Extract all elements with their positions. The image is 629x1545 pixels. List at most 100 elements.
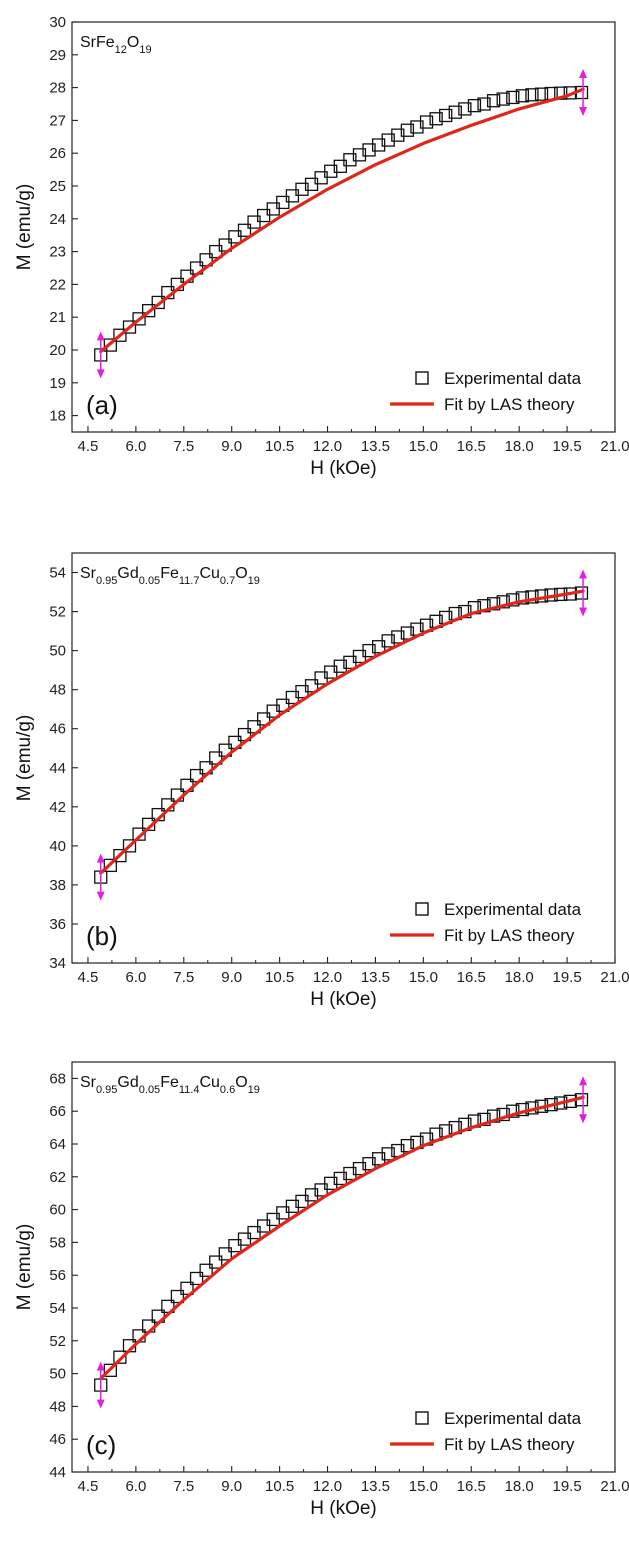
x-tick-label: 21.0 bbox=[600, 969, 629, 986]
data-point-marker bbox=[429, 112, 443, 126]
error-arrow-head bbox=[96, 331, 105, 341]
y-tick-label: 40 bbox=[49, 838, 66, 855]
y-tick-label: 54 bbox=[49, 565, 66, 582]
x-tick-label: 13.5 bbox=[361, 969, 390, 986]
compound-part: Sr bbox=[80, 565, 97, 582]
y-tick-label: 52 bbox=[49, 1333, 66, 1350]
data-point-marker bbox=[113, 1350, 127, 1364]
x-tick-label: 15.0 bbox=[409, 438, 438, 455]
data-point-marker bbox=[256, 712, 271, 726]
data-point-marker bbox=[189, 1271, 204, 1286]
legend-label-experimental: Experimental data bbox=[444, 369, 582, 388]
x-tick-label: 18.0 bbox=[505, 1478, 534, 1495]
x-tick-label: 4.5 bbox=[78, 1478, 99, 1495]
compound-part: Gd bbox=[117, 1074, 138, 1091]
legend-marker-experimental bbox=[415, 902, 429, 916]
compound-subscript: 12 bbox=[115, 44, 127, 56]
y-tick-label: 27 bbox=[49, 112, 66, 129]
data-point-marker bbox=[103, 858, 117, 873]
y-tick-label: 60 bbox=[49, 1202, 66, 1219]
y-tick-label: 34 bbox=[49, 955, 66, 972]
y-tick-label: 42 bbox=[49, 799, 66, 816]
data-point-marker bbox=[362, 143, 376, 157]
x-tick-label: 19.5 bbox=[552, 1478, 581, 1495]
x-tick-label: 16.5 bbox=[457, 969, 486, 986]
compound-part: Fe bbox=[160, 1074, 179, 1091]
data-point-marker bbox=[371, 138, 386, 152]
y-tick-label: 52 bbox=[49, 604, 66, 621]
data-point-marker bbox=[362, 643, 376, 658]
data-point-marker bbox=[209, 1255, 223, 1269]
x-tick-label: 9.0 bbox=[221, 438, 242, 455]
panel-b: 4.5 6.0 7.5 9.0 10.5 12.0 13.5 15.0 16.5 18.0 19.5… bbox=[14, 552, 629, 1010]
y-tick-label: 20 bbox=[49, 342, 66, 359]
y-tick-label: 54 bbox=[49, 1300, 66, 1317]
data-point-marker bbox=[400, 123, 415, 137]
compound-part: Sr bbox=[80, 1074, 97, 1091]
x-tick-label: 10.5 bbox=[265, 1478, 294, 1495]
compound-part: Cu bbox=[199, 1074, 219, 1091]
y-tick-label: 44 bbox=[49, 760, 66, 777]
compound-subscript: 19 bbox=[139, 44, 151, 56]
compound-label: SrFe12O19 bbox=[80, 34, 152, 56]
data-point-marker bbox=[304, 1188, 319, 1202]
y-tick-label: 44 bbox=[49, 1464, 66, 1481]
x-tick-label: 4.5 bbox=[78, 438, 99, 455]
data-point-marker bbox=[324, 164, 338, 178]
x-axis-title: H (kOe) bbox=[310, 989, 377, 1010]
y-axis-title: M (emu/g) bbox=[14, 1224, 35, 1311]
data-point-marker bbox=[496, 595, 510, 609]
x-tick-label: 7.5 bbox=[173, 438, 194, 455]
data-point-marker bbox=[506, 593, 520, 607]
legend-label-experimental: Experimental data bbox=[444, 1409, 582, 1428]
data-point-marker bbox=[333, 659, 347, 673]
data-point-marker bbox=[113, 328, 127, 342]
y-tick-label: 58 bbox=[49, 1234, 66, 1251]
x-tick-label: 16.5 bbox=[457, 1478, 486, 1495]
data-point-marker bbox=[237, 223, 252, 237]
data-point-marker bbox=[285, 1199, 300, 1213]
data-point-marker bbox=[122, 320, 137, 334]
data-point-marker bbox=[467, 98, 482, 113]
error-arrow-head bbox=[96, 369, 105, 379]
x-tick-label: 10.5 bbox=[265, 969, 294, 986]
plot-frame bbox=[71, 1061, 616, 1473]
x-tick-label: 15.0 bbox=[409, 969, 438, 986]
panel-a: 4.5 6.0 7.5 9.0 10.5 12.0 13.5 15.0 16.5 18.0 19.5… bbox=[14, 14, 629, 479]
x-tick-label: 13.5 bbox=[361, 438, 390, 455]
compound-subscript: 11.4 bbox=[179, 1084, 200, 1096]
legend-label-experimental: Experimental data bbox=[444, 900, 582, 919]
data-point-marker bbox=[362, 1157, 376, 1171]
y-tick-label: 23 bbox=[49, 244, 66, 261]
data-point-marker bbox=[161, 1299, 175, 1314]
data-point-marker bbox=[352, 1161, 367, 1176]
data-point-marker bbox=[391, 630, 405, 644]
error-arrow-head bbox=[96, 1399, 105, 1409]
legend-marker-experimental bbox=[415, 1411, 429, 1425]
y-tick-label: 48 bbox=[49, 682, 66, 699]
x-tick-label: 4.5 bbox=[78, 969, 99, 986]
y-tick-label: 48 bbox=[49, 1398, 66, 1415]
compound-subscript: 11.7 bbox=[179, 575, 200, 587]
y-tick-label: 21 bbox=[49, 309, 66, 326]
data-point-marker bbox=[142, 303, 156, 318]
y-tick-label: 26 bbox=[49, 145, 66, 162]
data-point-marker bbox=[295, 182, 309, 196]
y-tick-label: 36 bbox=[49, 916, 66, 933]
y-tick-label: 19 bbox=[49, 375, 66, 392]
data-point-marker bbox=[448, 105, 462, 119]
x-tick-label: 13.5 bbox=[361, 1478, 390, 1495]
error-arrow-head bbox=[579, 1076, 588, 1086]
x-tick-label: 18.0 bbox=[505, 438, 534, 455]
data-point-marker bbox=[486, 597, 501, 611]
data-point-marker bbox=[132, 827, 146, 841]
compound-part: Cu bbox=[199, 565, 219, 582]
data-point-marker bbox=[324, 1176, 338, 1191]
x-tick-label: 7.5 bbox=[173, 969, 194, 986]
data-point-marker bbox=[381, 634, 395, 648]
data-point-marker bbox=[400, 626, 415, 640]
compound-part: SrFe bbox=[80, 34, 115, 51]
compound-subscript: 0.95 bbox=[96, 1084, 117, 1096]
